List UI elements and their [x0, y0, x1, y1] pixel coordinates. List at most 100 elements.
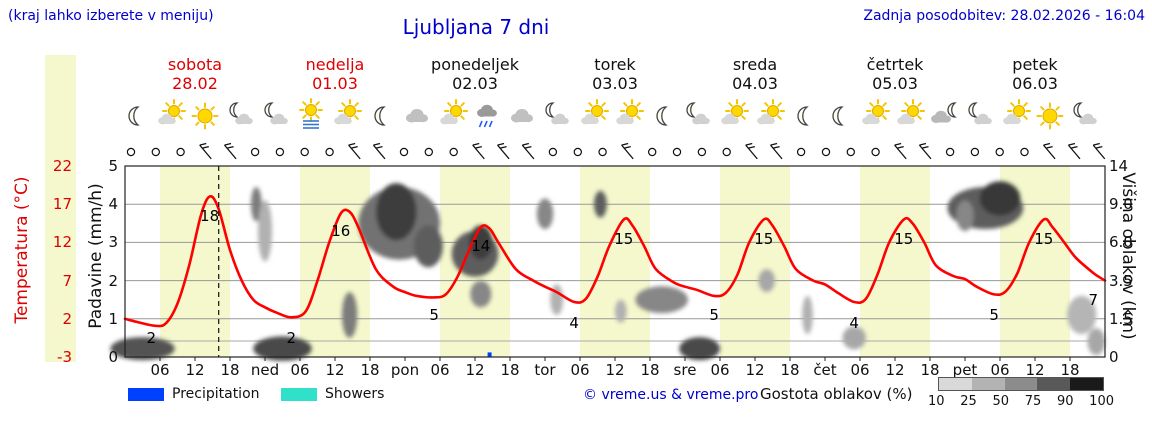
- temp-tick: 2: [62, 309, 72, 328]
- temp-min-label: 2: [146, 328, 157, 347]
- temp-tick: 12: [52, 233, 72, 252]
- x-axis-label: 18: [920, 361, 940, 379]
- partly-icon: [575, 98, 611, 134]
- last-update-text: Zadnja posodobitev: 28.02.2026 - 16:04: [863, 8, 1145, 24]
- cloud-height-tick: 0: [1109, 348, 1119, 366]
- x-axis-label: 06: [850, 361, 870, 379]
- x-axis-label: 18: [220, 361, 240, 379]
- x-axis-label: sre: [673, 361, 697, 379]
- density-segment: [1070, 378, 1103, 390]
- density-tick-label: 25: [960, 394, 977, 409]
- temp-max-label: 15: [614, 229, 634, 248]
- partly-icon: [856, 98, 892, 134]
- density-segment: [971, 378, 1005, 390]
- day-header-sreda: sreda 04.03: [685, 55, 825, 93]
- cloud-height-tick: 6.0: [1109, 233, 1133, 252]
- temp-tick: 22: [52, 157, 72, 175]
- temp-tick: 7: [62, 271, 72, 290]
- moon-cloud-icon: [1067, 98, 1103, 134]
- x-axis-label: 06: [430, 361, 450, 379]
- temp-max-label: 15: [894, 229, 914, 248]
- temp-min-label: 4: [849, 313, 859, 332]
- showers-legend-label: Showers: [325, 386, 385, 402]
- temp-min-label: 4: [569, 313, 579, 332]
- x-axis-label: 18: [360, 361, 380, 379]
- cloud-icon: [504, 98, 540, 134]
- x-axis-label: 18: [1060, 361, 1080, 379]
- precip-tick: 3: [108, 233, 118, 252]
- partly-icon: [751, 98, 787, 134]
- partly-icon: [715, 98, 751, 134]
- day-name: torek: [594, 55, 636, 74]
- temp-min-label: 5: [709, 305, 719, 324]
- density-tick-label: 10: [928, 394, 945, 409]
- partly-icon: [434, 98, 470, 134]
- density-segment: [1037, 378, 1071, 390]
- day-name: nedelja: [305, 55, 365, 74]
- x-axis-label: tor: [534, 361, 556, 379]
- x-axis-label: 18: [780, 361, 800, 379]
- density-segment: [1004, 378, 1038, 390]
- temp-max-label: 15: [754, 229, 774, 248]
- moon-icon: [786, 98, 822, 134]
- x-axis-label: 12: [185, 361, 205, 379]
- copyright-link[interactable]: © vreme.us & vreme.pro: [583, 387, 759, 403]
- day-date: 05.03: [872, 74, 918, 93]
- temp-min-label: 5: [989, 305, 999, 324]
- cloud-height-tick: 9.0: [1109, 195, 1133, 214]
- day-date: 02.03: [452, 74, 498, 93]
- density-tick-label: 90: [1056, 394, 1074, 409]
- temp-max-label: 18: [200, 206, 220, 225]
- precip-tick: 1: [108, 309, 118, 328]
- precipitation-legend-label: Precipitation: [172, 386, 260, 402]
- x-axis-label: 06: [570, 361, 590, 379]
- day-header-petek: petek 06.03: [965, 55, 1105, 93]
- x-axis-label: 06: [150, 361, 170, 379]
- page-title: Ljubljana 7 dni: [402, 15, 550, 39]
- precip-tick: 2: [108, 271, 118, 290]
- day-header-ponedeljek: ponedeljek 02.03: [405, 55, 545, 93]
- temp-tick: 17: [52, 195, 72, 214]
- x-axis-label: 12: [605, 361, 625, 379]
- x-axis-label: pet: [952, 361, 978, 379]
- day-date: 28.02: [172, 74, 218, 93]
- day-name: sreda: [732, 55, 778, 74]
- x-axis-label: 18: [500, 361, 520, 379]
- cloud-density-tick-labels: 10 25 50 75 90 100: [928, 394, 1114, 409]
- cloud-height-tick: 3.5: [1109, 271, 1133, 290]
- precip-tick: 0: [108, 348, 118, 366]
- day-header-nedelja: nedelja 01.03: [265, 55, 405, 93]
- x-axis-label: 12: [465, 361, 485, 379]
- sun-icon: [1032, 98, 1068, 134]
- precip-tick: 4: [108, 195, 118, 214]
- moon-icon: [821, 98, 857, 134]
- x-axis-label: 18: [640, 361, 660, 379]
- day-name: petek: [1012, 55, 1058, 74]
- partly-icon: [891, 98, 927, 134]
- x-axis-label: 12: [1025, 361, 1045, 379]
- temp-min-label: 7: [1088, 290, 1099, 309]
- moon-icon: [363, 98, 399, 134]
- precip-tick: 5: [108, 157, 118, 175]
- temp-max-label: 14: [471, 237, 491, 256]
- x-axis-label: 12: [745, 361, 765, 379]
- day-date: 06.03: [1012, 74, 1058, 93]
- x-axis-label: ned: [250, 361, 280, 379]
- day-date: 01.03: [312, 74, 358, 93]
- partly-icon: [328, 98, 364, 134]
- day-header-torek: torek 03.03: [545, 55, 685, 93]
- cloud-density-label: Gostota oblakov (%): [760, 385, 913, 403]
- temp-min-label: 2: [286, 328, 297, 347]
- day-name: četrtek: [866, 55, 924, 74]
- moon-cloud-icon: [962, 98, 998, 134]
- density-segment: [939, 378, 972, 390]
- partly-icon: [152, 98, 188, 134]
- day-date: 03.03: [592, 74, 638, 93]
- moon-icon: [117, 98, 153, 134]
- temp-min-label: 5: [429, 305, 439, 324]
- moon-cloud-icon: [539, 98, 575, 134]
- moon-icon: [645, 98, 681, 134]
- day-name: sobota: [167, 55, 223, 74]
- partly-icon: [997, 98, 1033, 134]
